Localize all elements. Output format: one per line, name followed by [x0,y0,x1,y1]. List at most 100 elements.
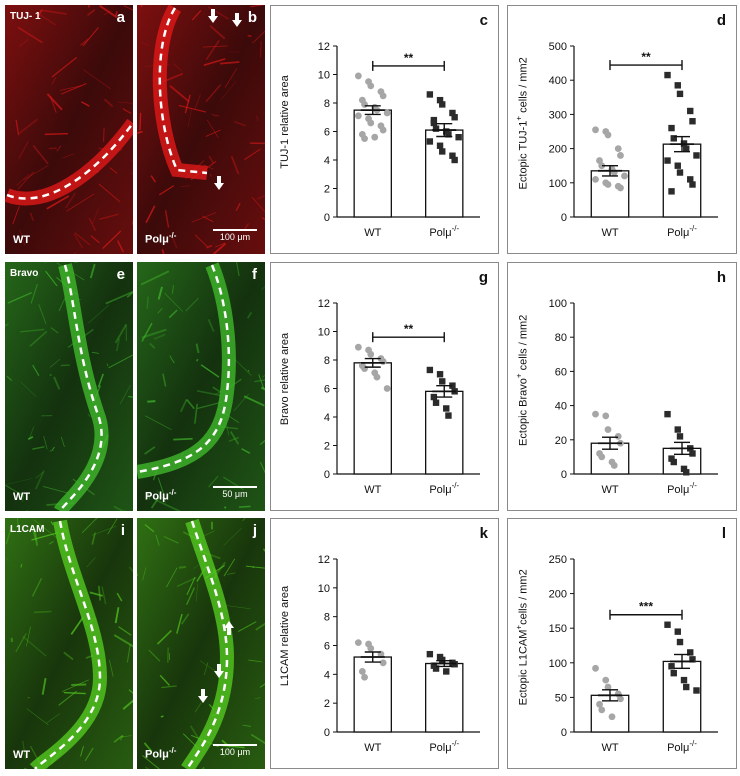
y-tick-label: 8 [324,98,330,110]
y-tick-label: 4 [324,412,330,424]
data-point [451,156,458,164]
data-point [455,134,462,141]
chart-panel-k: k L1CAM relative area 0 2 4 6 8 10 12 WT Polμ-/- [270,518,499,769]
boundary-dashed-line [137,264,231,474]
condition-label: Polμ-/- [145,488,177,503]
data-point [449,382,456,389]
error-bar [432,384,457,398]
data-point [449,109,456,117]
bar-wt [353,362,392,475]
micrograph-image-j [137,518,265,769]
chart-panel-h: h Ectopic Bravo+ cells / mm2 0 20 40 60 80 100 W… [507,262,737,511]
data-point [379,92,387,100]
data-point [604,131,612,139]
significance-bracket [372,60,445,71]
data-point [670,669,677,677]
condition-label: WT [13,749,31,761]
data-point [604,683,612,691]
data-point [371,133,379,141]
y-tick-label: 100 [549,178,567,190]
data-point [602,412,610,420]
boundary-dashed-line [58,264,103,511]
data-point [367,119,375,127]
y-tick-label: 100 [549,298,567,310]
y-tick-label: 0 [561,469,567,481]
y-tick-label: 0 [324,212,330,224]
chart-svg: 0 2 4 6 8 10 12 WT Polμ-/- [318,554,480,754]
y-tick-label: 12 [318,41,330,53]
micrograph-panel-b: b Polμ-/- 100 μm [137,5,265,254]
error-bar [360,651,385,663]
bar-polμ [662,660,702,733]
data-point [426,366,434,374]
chart-panel-d: d Ectopic TUJ-1+ cells / mm2 0 100 200 300 400… [507,5,737,254]
boundary-dashed-line [158,7,208,175]
bar-polμ [425,662,464,733]
y-tick-label: 400 [549,75,567,87]
y-tick-label: 10 [318,327,330,339]
data-point [598,706,606,714]
stain-label: Bravo [10,268,39,279]
y-tick-label: 6 [324,127,330,139]
arrow-marker [198,689,208,703]
scale-bar: 100 μm [213,744,257,757]
data-point [608,713,616,721]
x-category-label: Polμ-/- [667,739,697,754]
data-point [367,644,375,652]
y-tick-label: 4 [324,155,330,167]
y-tick-label: 60 [555,366,567,378]
micrograph-image-e [5,262,133,511]
data-point [664,621,671,628]
y-tick-label: 300 [549,109,567,121]
y-tick-label: 8 [324,612,330,624]
data-point [664,157,671,164]
y-tick-label: 10 [318,583,330,595]
data-point [449,152,456,159]
data-point [436,96,444,104]
micrograph-panel-a: a TUJ- 1 WT [5,5,133,254]
data-point [674,162,681,169]
data-point [361,673,368,681]
data-point [680,465,688,473]
significance-bracket [372,332,445,343]
significance-stars: ** [404,51,414,65]
data-point [674,82,681,89]
condition-label: Polμ-/- [145,231,177,246]
x-category-label: Polμ-/- [429,481,459,496]
data-point [617,695,624,703]
x-category-label: Polμ-/- [667,481,697,496]
y-tick-label: 6 [324,384,330,396]
panel-label: h [716,269,726,286]
panel-label: d [716,12,726,29]
data-point [592,175,599,183]
error-bar [598,689,622,702]
significance-bracket [609,609,683,620]
significance-stars: *** [639,600,653,614]
arrow-marker [214,664,224,678]
chart-panel-c: c TUJ-1 relative area 0 2 4 6 8 10 12 WT Polμ-/- ** [270,5,499,254]
panel-label: c [479,12,488,29]
y-tick-label: 200 [549,589,567,601]
data-point [592,664,599,672]
data-point [689,450,696,457]
data-point [617,152,624,159]
data-point [439,101,446,108]
x-category-label: WT [601,484,618,496]
data-point [670,458,677,466]
y-tick-label: 40 [555,401,567,413]
panel-label: j [252,522,257,539]
data-point [432,399,440,406]
data-point [383,385,391,392]
condition-label: Polμ-/- [145,746,177,761]
data-point [445,131,452,138]
data-point [693,687,700,694]
y-tick-label: 100 [549,658,567,670]
stain-label: L1CAM [10,524,45,535]
x-category-label: Polμ-/- [429,739,459,754]
data-point [664,71,671,79]
error-bar [598,164,622,177]
y-tick-label: 2 [324,184,330,196]
data-point [361,135,368,143]
chart-panel-g: g Bravo relative area 0 2 4 6 8 10 12 WT Polμ-/- ** [270,262,499,511]
error-bar [360,357,385,368]
